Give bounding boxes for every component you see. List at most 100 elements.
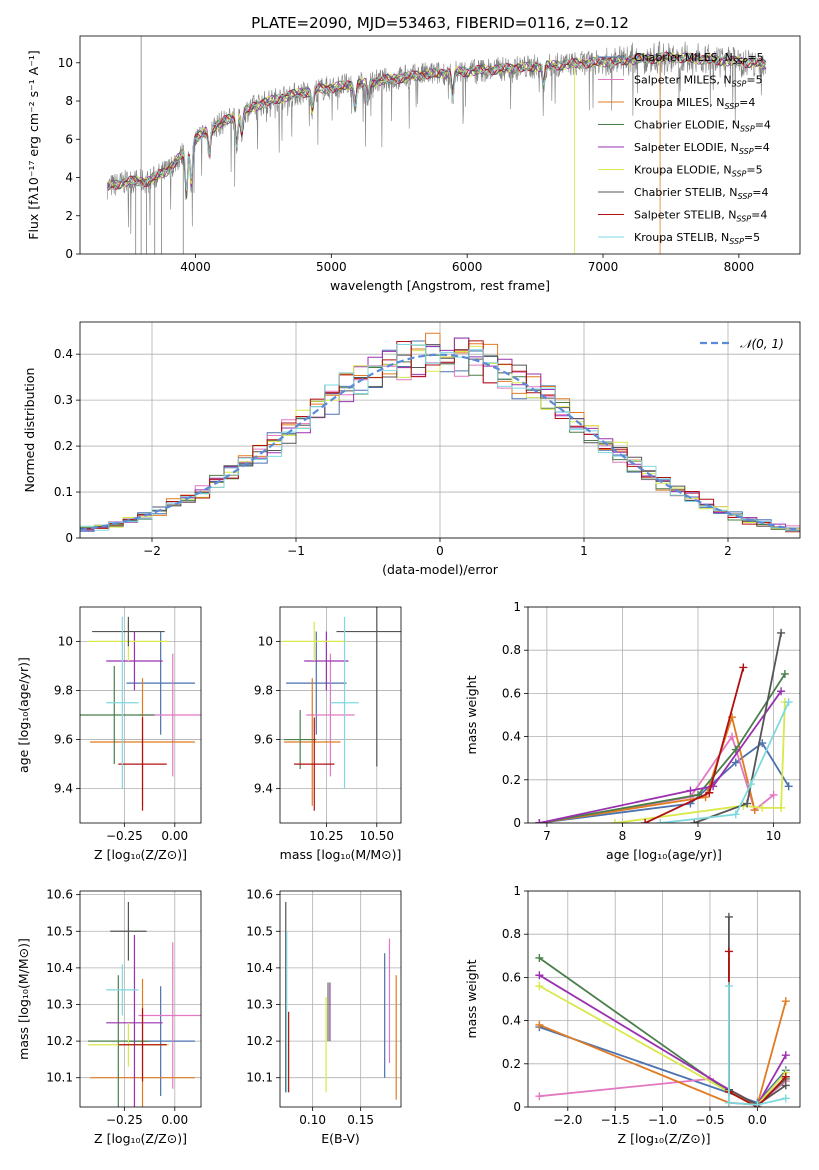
y-tick-label: 0.3 (54, 393, 73, 407)
weight-point-kroupa-stelib (753, 1100, 762, 1107)
axes-frame (79, 606, 202, 824)
weight-point-salpeter-stelib (781, 1072, 790, 1081)
y-tick-label: 6 (65, 132, 73, 146)
y-tick-label: 10.3 (46, 997, 73, 1011)
spectrum-plot-area (106, 36, 767, 254)
x-tick-label: 6000 (452, 260, 483, 274)
y-tick-label: 0.4 (502, 1014, 521, 1028)
weight-point-kroupa-stelib (746, 780, 755, 789)
legend-label: Kroupa ELODIE, NSSP=5 (634, 164, 763, 179)
y-axis-label: age [log₁₀(age/yr)] (16, 657, 31, 773)
legend-label-sub: SSP (733, 57, 748, 66)
y-tick-label: 0 (513, 1100, 521, 1114)
legend-label-sub: SSP (732, 80, 747, 89)
y-tick-label: 10.5 (46, 924, 73, 938)
y-tick-label: 0 (513, 816, 521, 830)
weight-point-kroupa-stelib (731, 810, 740, 819)
weight-point-chabrier-miles (784, 782, 793, 791)
x-tick-label: −2.0 (553, 1113, 582, 1127)
mass-vs-ebv-plot-area (285, 901, 397, 1100)
normal-distribution-curve (80, 353, 800, 531)
legend-label: 𝒩(0, 1) (740, 337, 784, 351)
spectrum-axes: 4000 5000 6000 7000 8000 0 2 4 6 8 10 wavelength [A… (26, 35, 801, 293)
weight-vs-age-plot-area (535, 628, 793, 823)
x-axis-label: Z [log₁₀(Z/Z⊙)] (618, 1131, 711, 1146)
y-tick-label: 1 (513, 884, 521, 898)
y-tick-label: 9.6 (254, 733, 273, 747)
y-axis-label: Flux [fλ10⁻¹⁷ erg cm⁻² s⁻¹ A⁻¹] (26, 50, 41, 239)
weight-line-kroupa-stelib (728, 986, 786, 1106)
y-tick-label: 0.2 (502, 1057, 521, 1071)
x-tick-label: 0.00 (161, 829, 188, 843)
y-tick-label: 0.1 (54, 485, 73, 499)
x-tick-label: 7 (543, 829, 551, 843)
legend-label-text: Chabrier STELIB, N (634, 186, 738, 199)
legend-label-sub: SSP (732, 170, 747, 179)
axes-frame (79, 35, 801, 255)
legend-label-sub: SSP (729, 237, 744, 246)
legend-label-suffix: =4 (754, 141, 770, 154)
y-tick-label: 9.8 (254, 683, 273, 697)
axes-frame (527, 890, 801, 1108)
age-vs-mass-plot-area (282, 607, 401, 811)
residuals-axes: −2 −1 0 1 2 0 0.1 0.2 0.3 0.4 (data-model)/error No… (22, 321, 801, 577)
legend-label-text: Salpeter STELIB, N (634, 209, 736, 222)
x-axis-label: E(B-V) (321, 1131, 360, 1146)
residuals-plot-area (80, 332, 800, 538)
weight-point-kroupa-elodie (758, 803, 767, 812)
model-spectrum-kroupa-stelib (106, 51, 767, 192)
legend-label-text: Salpeter MILES, N (634, 74, 732, 87)
x-tick-label: −0.25 (106, 829, 143, 843)
y-axis-label: mass weight (464, 675, 479, 754)
weight-point-kroupa-elodie (535, 982, 544, 991)
axes-frame (527, 606, 801, 824)
legend-label-text: Salpeter ELODIE, N (634, 141, 739, 154)
x-tick-label: 10 (766, 829, 781, 843)
weight-point-salpeter-stelib (705, 788, 714, 797)
x-tick-label: 0.00 (161, 1113, 188, 1127)
legend-label: Salpeter MILES, NSSP=5 (634, 74, 763, 89)
legend-label: Chabrier STELIB, NSSP=4 (634, 186, 768, 201)
weight-point-chabrier-elodie (780, 669, 789, 678)
mass-vs-Z-axes: −0.25 0.00 10.1 10.2 10.3 10.4 10.5 10.6 Z [log₁… (16, 888, 202, 1146)
legend-label-suffix: =4 (751, 209, 767, 222)
weight-point-kroupa-stelib (656, 819, 665, 823)
y-tick-label: 9.4 (54, 782, 73, 796)
legend-label-sub: SSP (736, 215, 751, 224)
x-tick-label: −2 (143, 544, 161, 558)
y-tick-label: 0.4 (502, 730, 521, 744)
y-tick-label: 0 (65, 247, 73, 261)
y-tick-label: 10.4 (46, 961, 73, 975)
x-tick-label: 0 (436, 544, 444, 558)
mass-vs-Z-plot-area (88, 901, 201, 1107)
legend-label-text: Chabrier MILES, N (634, 51, 733, 64)
y-tick-label: 9.8 (54, 683, 73, 697)
weight-point-kroupa-stelib (724, 982, 733, 991)
legend-label: Salpeter ELODIE, NSSP=4 (634, 141, 770, 156)
legend-label-suffix: =5 (746, 74, 762, 87)
y-tick-label: 2 (65, 209, 73, 223)
legend-label: Kroupa STELIB, NSSP=5 (634, 231, 760, 246)
y-tick-label: 4 (65, 171, 73, 185)
y-tick-label: 0.6 (502, 970, 521, 984)
y-tick-label: 10.2 (246, 1034, 273, 1048)
legend-label: Kroupa MILES, NSSP=4 (634, 96, 755, 111)
weight-point-kroupa-stelib (781, 1094, 790, 1103)
y-tick-label: 10 (58, 56, 73, 70)
y-tick-label: 0.8 (502, 927, 521, 941)
y-tick-label: 10.5 (246, 924, 273, 938)
weight-point-chabrier-stelib (724, 912, 733, 921)
weight-point-chabrier-stelib (743, 799, 752, 808)
x-tick-label: −0.5 (695, 1113, 724, 1127)
x-tick-label: −1 (287, 544, 305, 558)
y-axis-label: mass weight (464, 959, 479, 1038)
x-tick-label: 9 (694, 829, 702, 843)
legend-label-sub: SSP (738, 192, 753, 201)
axes-frame (79, 890, 202, 1108)
x-axis-label: Z [log₁₀(Z/Z⊙)] (94, 1131, 187, 1146)
weight-point-chabrier-miles (731, 758, 740, 767)
axes-frame (279, 606, 402, 824)
weight-vs-Z-plot-area (535, 912, 790, 1107)
